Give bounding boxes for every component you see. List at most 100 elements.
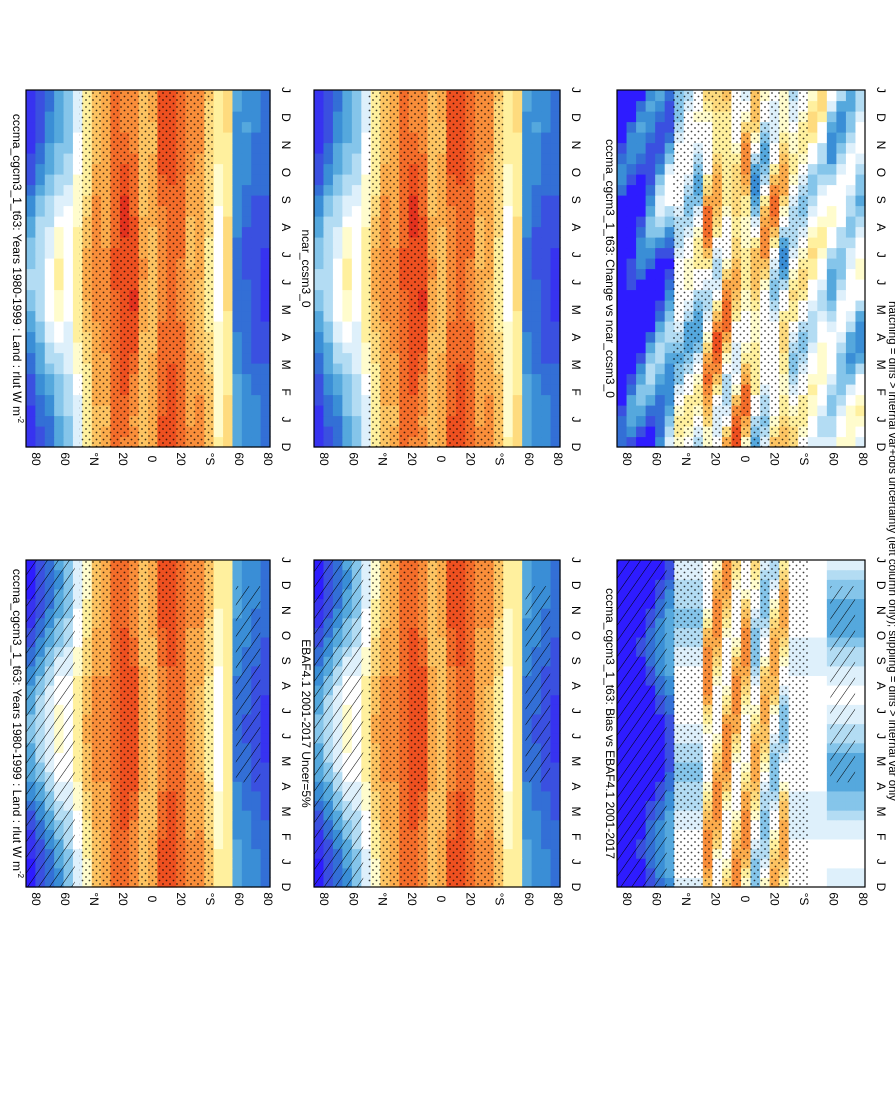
heatmap-cell: [44, 342, 55, 354]
heatmap-cell: [817, 279, 828, 291]
heatmap-cell: [503, 142, 514, 154]
heatmap-cell: [26, 289, 36, 301]
heatmap-cell: [836, 415, 847, 427]
heatmap-cell: [636, 415, 647, 427]
heatmap-cell: [361, 790, 372, 802]
heatmap-cell: [503, 373, 514, 385]
heatmap-cell: [855, 665, 866, 677]
heatmap-cell: [664, 752, 675, 763]
heatmap-cell: [655, 268, 666, 280]
heatmap-cell: [260, 723, 271, 734]
heatmap-cell: [323, 258, 334, 270]
heatmap-cell: [512, 258, 523, 270]
heatmap-cell: [63, 310, 74, 322]
lat-tick-label: 60: [346, 452, 360, 466]
heatmap-cell: [541, 342, 552, 354]
heatmap-cell: [503, 636, 514, 648]
heatmap-cell: [223, 723, 234, 734]
heatmap-cell: [617, 310, 628, 322]
heatmap-cell: [664, 342, 675, 354]
heatmap-cell: [44, 153, 55, 165]
heatmap-cell: [664, 800, 675, 811]
heatmap-cell: [817, 310, 828, 322]
heatmap-cell: [855, 656, 866, 667]
heatmap-cell: [836, 877, 847, 888]
heatmap-cell: [72, 426, 83, 438]
heatmap-cell: [503, 289, 514, 301]
heatmap-cell: [550, 394, 561, 406]
heatmap-cell: [512, 100, 523, 112]
heatmap-cell: [72, 268, 83, 280]
heatmap-cell: [260, 216, 271, 228]
heatmap-cell: [342, 216, 353, 228]
heatmap-cell: [63, 226, 74, 238]
heatmap-cell: [223, 205, 234, 217]
heatmap-cell: [351, 310, 362, 322]
heatmap-cell: [314, 268, 325, 280]
heatmap-cell: [503, 598, 514, 609]
heatmap-cell: [522, 174, 533, 186]
heatmap-cell: [72, 685, 83, 696]
heatmap-cell: [44, 331, 55, 343]
heatmap-cell: [72, 665, 83, 677]
heatmap-cell: [251, 867, 262, 878]
heatmap-cell: [817, 733, 828, 744]
heatmap-cell: [223, 829, 234, 840]
heatmap-cell: [807, 704, 818, 715]
heatmap-cell: [645, 289, 656, 301]
heatmap-cell: [72, 300, 83, 312]
heatmap-cell: [223, 608, 234, 619]
heatmap-cell: [26, 142, 36, 154]
heatmap-cell: [26, 426, 36, 438]
heatmap-cell: [241, 195, 252, 207]
heatmap-cell: [323, 384, 334, 396]
heatmap-cell: [63, 426, 74, 438]
heatmap-cell: [241, 436, 252, 448]
heatmap-cell: [531, 321, 542, 333]
heatmap-cell: [655, 426, 666, 438]
heatmap-cell: [26, 279, 36, 291]
heatmap-cell: [826, 363, 837, 375]
heatmap-cell: [512, 742, 523, 753]
lat-tick-label: 60: [522, 452, 536, 466]
heatmap-cell: [361, 723, 372, 734]
heatmap-cell: [626, 310, 637, 322]
heatmap-cell: [323, 153, 334, 165]
heatmap-cell: [232, 216, 243, 228]
heatmap-cell: [617, 342, 628, 354]
heatmap-cell: [260, 848, 271, 859]
heatmap-cell: [232, 394, 243, 406]
stipple-overlay: [368, 90, 504, 447]
heatmap-cell: [361, 310, 372, 322]
heatmap-cell: [251, 142, 262, 154]
panel-title: cccma_cgcm3_1_t63: Bias vs EBAF4.1 2001-…: [603, 588, 617, 859]
heatmap-cell: [232, 790, 243, 802]
heatmap-cell: [44, 352, 55, 364]
heatmap-cell: [35, 289, 46, 301]
heatmap-cell: [531, 268, 542, 280]
heatmap-cell: [223, 867, 234, 878]
heatmap-cell: [241, 363, 252, 375]
heatmap-cell: [361, 405, 372, 417]
heatmap-cell: [232, 800, 243, 811]
month-tick-label: N: [279, 141, 293, 150]
heatmap-cell: [855, 342, 866, 354]
heatmap-cell: [72, 617, 83, 628]
heatmap-cell: [351, 174, 362, 186]
heatmap-cell: [531, 331, 542, 343]
heatmap-cell: [314, 184, 325, 196]
lat-tick-label: 20: [116, 892, 130, 906]
heatmap-cell: [855, 752, 866, 763]
month-tick-label: O: [279, 168, 293, 177]
heatmap-cell: [351, 247, 362, 259]
heatmap-cell: [323, 205, 334, 217]
heatmap-cell: [35, 405, 46, 417]
heatmap-cell: [223, 704, 234, 715]
heatmap-cell: [855, 675, 866, 686]
heatmap-cell: [855, 331, 866, 343]
heatmap-cell: [44, 384, 55, 396]
lat-tick-label: 0: [145, 456, 159, 463]
month-tick-label: A: [569, 682, 583, 690]
heatmap-cell: [213, 321, 224, 333]
